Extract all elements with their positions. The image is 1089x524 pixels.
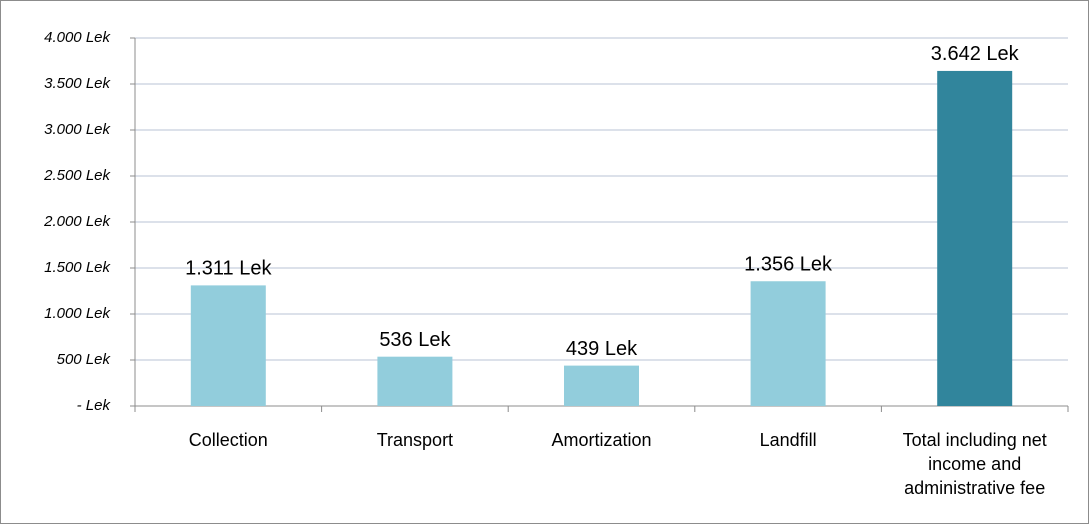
y-tick-label: 500 Lek xyxy=(57,351,112,368)
x-tick-label: Landfill xyxy=(759,430,817,450)
x-tick-label: Collection xyxy=(188,430,268,450)
x-tick-label: Total including net income and administr… xyxy=(902,430,1047,498)
x-tick-label: Transport xyxy=(376,430,454,450)
bar xyxy=(564,365,639,406)
bar xyxy=(937,70,1013,406)
value-label: 1.356 Lek xyxy=(744,254,833,276)
y-tick-label: 1.000 Lek xyxy=(44,305,111,322)
bar xyxy=(377,356,453,406)
value-label: 439 Lek xyxy=(566,338,638,360)
value-label: 3.642 Lek xyxy=(931,43,1020,65)
y-tick-label: 2.000 Lek xyxy=(43,213,111,230)
y-tick-label: 3.000 Lek xyxy=(44,121,111,138)
y-tick-label: 1.500 Lek xyxy=(44,259,111,276)
bar xyxy=(190,285,266,406)
y-tick-label: 3.500 Lek xyxy=(44,75,111,92)
y-tick-label: - Lek xyxy=(77,397,112,414)
value-label: 1.311 Lek xyxy=(185,258,272,280)
y-tick-label: 2.500 Lek xyxy=(43,167,111,184)
y-tick-label: 4.000 Lek xyxy=(44,29,111,46)
value-label: 536 Lek xyxy=(379,329,451,351)
x-tick-label: Amortization xyxy=(551,430,652,450)
bar xyxy=(750,281,826,406)
